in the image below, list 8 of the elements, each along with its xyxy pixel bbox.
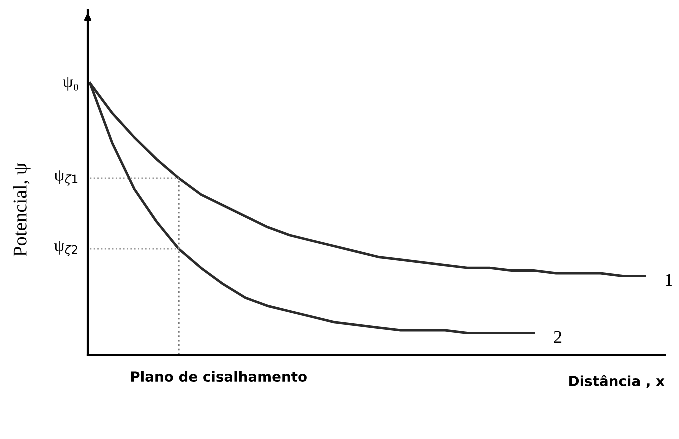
series-label: 1: [666, 274, 672, 286]
y-axis-title: Potencial, ψ: [13, 163, 31, 257]
text: ψ₀: [63, 77, 78, 91]
ref-line-label: ψ$_{ζ1}$: [54, 170, 78, 186]
text: Plano de cisalhamento: [131, 371, 307, 382]
x-axis-title: Distância , x: [570, 375, 665, 388]
series-label: 2: [554, 331, 562, 344]
ref-line-label: ψ$_{ζ2}$: [54, 241, 78, 257]
